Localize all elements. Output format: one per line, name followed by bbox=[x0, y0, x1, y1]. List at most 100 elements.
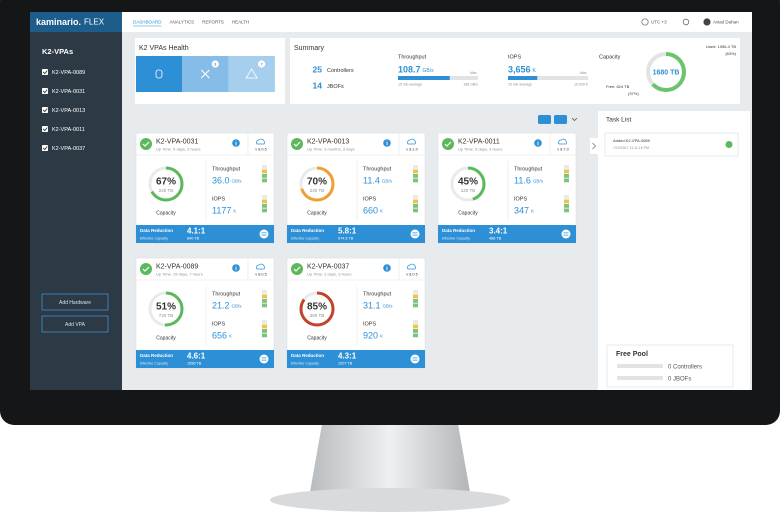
summary-title: Summary bbox=[294, 45, 324, 52]
checkmark bbox=[42, 89, 48, 94]
cloud-icon bbox=[558, 138, 568, 145]
sidebar-item[interactable]: K2-VPA-0013 bbox=[52, 108, 85, 114]
vpa-card[interactable] bbox=[286, 132, 426, 244]
health-badge-count: 7 bbox=[260, 61, 263, 66]
vpa-name: K2-VPA-0089 bbox=[156, 263, 198, 270]
throughput-unit: GB/s bbox=[232, 179, 243, 184]
status-check bbox=[293, 266, 301, 272]
free-pool-controllers: 0 Controllers bbox=[668, 365, 702, 371]
level-meter bbox=[413, 299, 418, 303]
metric-note: 15 min average bbox=[508, 82, 532, 86]
reduction-strip bbox=[438, 225, 576, 243]
nav-link[interactable]: REPORTS bbox=[202, 20, 224, 25]
health-icon bbox=[200, 69, 210, 79]
throughput-value: 31.1 bbox=[363, 300, 381, 310]
effective-label: Effective Capacity bbox=[291, 361, 319, 365]
capacity-ring bbox=[450, 166, 486, 202]
sidebar-button-label[interactable]: Add Hardware bbox=[59, 300, 91, 306]
reduction-label: Data Reduction bbox=[442, 228, 475, 233]
sidebar-button[interactable] bbox=[41, 293, 109, 311]
nav-link[interactable]: DASHBOARD bbox=[133, 20, 162, 25]
capacity-ring bbox=[148, 166, 184, 202]
task-item[interactable] bbox=[604, 132, 739, 157]
checkbox[interactable] bbox=[42, 145, 48, 151]
iops-label: IOPS bbox=[212, 321, 225, 327]
nav-link[interactable]: HEALTH bbox=[232, 20, 249, 25]
toggle-arrow bbox=[592, 142, 597, 150]
throughput-label: Throughput bbox=[363, 291, 392, 297]
checkbox[interactable] bbox=[42, 126, 48, 132]
level-meter bbox=[262, 294, 267, 299]
vpa-uptime: Up Time: 15 days, 7 hours bbox=[156, 272, 203, 277]
logo-box bbox=[30, 12, 122, 32]
vpa-card[interactable] bbox=[286, 257, 426, 369]
user-name[interactable]: Aviad Dahan bbox=[713, 20, 739, 25]
level-meter bbox=[413, 195, 418, 199]
health-tile[interactable] bbox=[136, 56, 183, 92]
vpa-name: K2-VPA-0031 bbox=[156, 138, 198, 145]
level-meter bbox=[413, 290, 418, 294]
nav-link[interactable]: ANALYTICS bbox=[170, 20, 195, 25]
vpa-card[interactable] bbox=[135, 257, 275, 369]
throughput-value: 11.6 bbox=[514, 175, 531, 185]
checkbox[interactable] bbox=[42, 69, 48, 75]
capacity-pct: 85% bbox=[307, 302, 327, 313]
view-grid-button[interactable] bbox=[554, 115, 567, 124]
reduction-strip bbox=[287, 225, 425, 243]
checkbox[interactable] bbox=[42, 88, 48, 94]
cloud-icon bbox=[407, 138, 417, 145]
settings-icon[interactable] bbox=[682, 18, 690, 26]
sidebar-button[interactable] bbox=[41, 315, 109, 333]
health-badge bbox=[258, 60, 266, 68]
cloud-icon bbox=[407, 263, 417, 270]
sidebar-item[interactable]: K2-VPA-0031 bbox=[52, 89, 85, 95]
checkbox[interactable] bbox=[42, 107, 48, 113]
metric-unit: GB/s bbox=[423, 68, 435, 74]
level-meter bbox=[413, 294, 418, 299]
monitor-neck bbox=[310, 424, 470, 492]
task-panel bbox=[598, 111, 750, 390]
level-meter bbox=[564, 204, 569, 208]
panel-toggle[interactable] bbox=[590, 138, 598, 154]
capacity-total: 240 TB bbox=[159, 188, 173, 193]
dropdown-caret[interactable] bbox=[571, 117, 578, 122]
reduction-label: Data Reduction bbox=[140, 353, 173, 358]
checkmark bbox=[42, 70, 48, 75]
vpa-name: K2-VPA-0011 bbox=[458, 138, 500, 145]
capacity-total: 240 TB bbox=[310, 188, 324, 193]
throughput-label: Throughput bbox=[212, 166, 241, 172]
controllers-count: 25 bbox=[313, 64, 323, 74]
iops-value: 656 bbox=[212, 330, 227, 340]
level-meter bbox=[413, 199, 418, 204]
level-meter bbox=[262, 165, 267, 169]
metric-label: IOPS bbox=[508, 54, 521, 60]
effective-value: 488 TB bbox=[489, 237, 502, 241]
reduction-strip bbox=[287, 350, 425, 368]
vpa-card[interactable] bbox=[135, 132, 275, 244]
capacity-total: 1680 TB bbox=[653, 69, 680, 76]
summary-panel bbox=[290, 38, 740, 104]
capacity-caption: Capacity bbox=[307, 210, 327, 216]
level-meter bbox=[262, 199, 267, 204]
iops-value: 1177 bbox=[212, 205, 231, 215]
vpa-card[interactable] bbox=[437, 132, 577, 244]
health-tile[interactable] bbox=[228, 56, 275, 92]
level-meter bbox=[413, 324, 418, 329]
metric-max-label: Max bbox=[470, 71, 477, 75]
sidebar-item[interactable]: K2-VPA-0089 bbox=[52, 70, 85, 76]
vpa-version: v 8.0.5 bbox=[255, 148, 266, 152]
sidebar-button-label[interactable]: Add VPA bbox=[65, 322, 86, 328]
iops-value: 347 bbox=[514, 205, 529, 215]
level-meter bbox=[564, 178, 569, 183]
capacity-ring bbox=[148, 291, 184, 327]
timezone[interactable]: UTC +3 bbox=[651, 20, 667, 25]
sidebar-item[interactable]: K2-VPA-0011 bbox=[52, 127, 85, 133]
level-meter bbox=[564, 174, 569, 178]
effective-value: 1207 TB bbox=[338, 362, 353, 366]
sidebar-item[interactable]: K2-VPA-0037 bbox=[52, 146, 85, 152]
capacity-ring bbox=[299, 291, 335, 327]
view-list-button[interactable] bbox=[538, 115, 551, 124]
product-name: FLEX bbox=[84, 18, 105, 27]
iops-label: IOPS bbox=[212, 196, 225, 202]
